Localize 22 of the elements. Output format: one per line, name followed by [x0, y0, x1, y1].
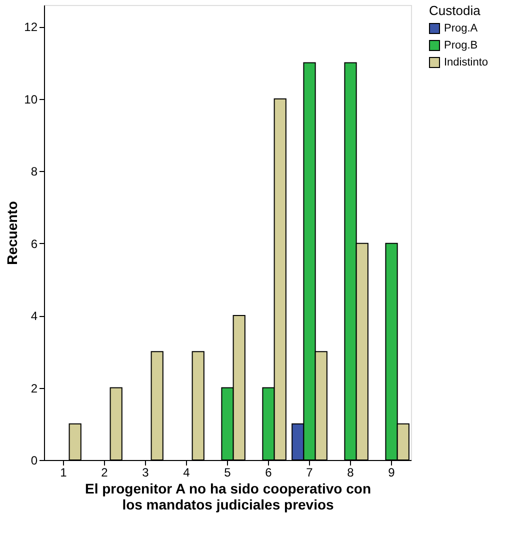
y-axis-title: Recuento [4, 201, 20, 265]
legend-label: Prog.A [444, 22, 478, 34]
x-tick-label: 9 [388, 466, 396, 480]
x-tick-label: 1 [60, 466, 68, 480]
x-tick-label: 8 [347, 466, 354, 480]
x-axis-title: El progenitor A no ha sido cooperativo con los mandatos judiciales previos [85, 480, 371, 512]
y-tick-label: 6 [30, 236, 38, 251]
x-tick-label: 4 [183, 466, 190, 480]
x-tick-label: 6 [265, 466, 272, 480]
y-tick-label: 10 [24, 92, 38, 106]
y-tick-label: 4 [30, 309, 38, 324]
y-tick-label: 0 [30, 454, 38, 468]
x-tick-label: 7 [306, 466, 314, 480]
x-tick-label: 2 [101, 466, 108, 480]
y-tick-label: 2 [30, 381, 38, 396]
x-tick-label: 5 [224, 466, 232, 480]
legend-title: Custodia [429, 3, 482, 18]
y-tick-label: 8 [30, 164, 38, 179]
y-tick-label: 12 [24, 20, 38, 34]
x-tick-label: 3 [142, 466, 150, 480]
legend-label: Indistinto [444, 56, 488, 68]
legend-label: Prog.B [444, 40, 478, 52]
